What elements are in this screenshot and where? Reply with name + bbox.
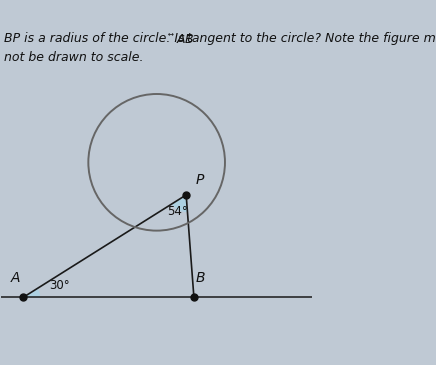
Text: 30°: 30° [50,279,70,292]
Text: 54°: 54° [167,205,188,218]
Text: not be drawn to scale.: not be drawn to scale. [4,50,144,64]
Text: tangent to the circle? Note the figure may: tangent to the circle? Note the figure m… [183,32,436,45]
Text: B: B [195,271,205,285]
Text: A: A [10,271,20,285]
Wedge shape [172,195,187,212]
Wedge shape [23,288,40,297]
Text: P: P [196,173,204,187]
Text: BP is a radius of the circle. Is: BP is a radius of the circle. Is [4,32,189,45]
Text: $\overleftrightarrow{AB}$: $\overleftrightarrow{AB}$ [168,32,195,46]
